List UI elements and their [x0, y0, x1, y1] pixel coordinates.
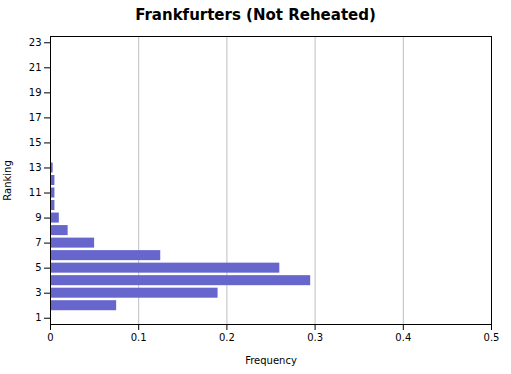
- svg-text:0.5: 0.5: [484, 332, 500, 343]
- html-text:Frankfurters (Not Reheated): Frankfurters (Not Reheated): [135, 6, 376, 24]
- svg-text:9: 9: [35, 212, 41, 223]
- svg-text:0.2: 0.2: [219, 332, 235, 343]
- svg-text:13: 13: [29, 162, 42, 173]
- svg-text:7: 7: [35, 237, 41, 248]
- svg-text:21: 21: [29, 62, 42, 73]
- svg-text:0: 0: [47, 332, 53, 343]
- svg-text:1: 1: [35, 312, 41, 323]
- svg-text:Frequency: Frequency: [245, 355, 297, 366]
- svg-text:17: 17: [29, 112, 42, 123]
- svg-text:15: 15: [29, 137, 42, 148]
- svg-text:23: 23: [29, 37, 42, 48]
- svg-text:0.1: 0.1: [131, 332, 147, 343]
- svg-text:3: 3: [35, 287, 41, 298]
- svg-text:19: 19: [29, 87, 42, 98]
- svg-text:0.3: 0.3: [307, 332, 323, 343]
- svg-text:5: 5: [35, 262, 41, 273]
- svg-text:11: 11: [29, 187, 42, 198]
- svg-text:0.4: 0.4: [395, 332, 411, 343]
- svg-text:Ranking: Ranking: [2, 160, 13, 200]
